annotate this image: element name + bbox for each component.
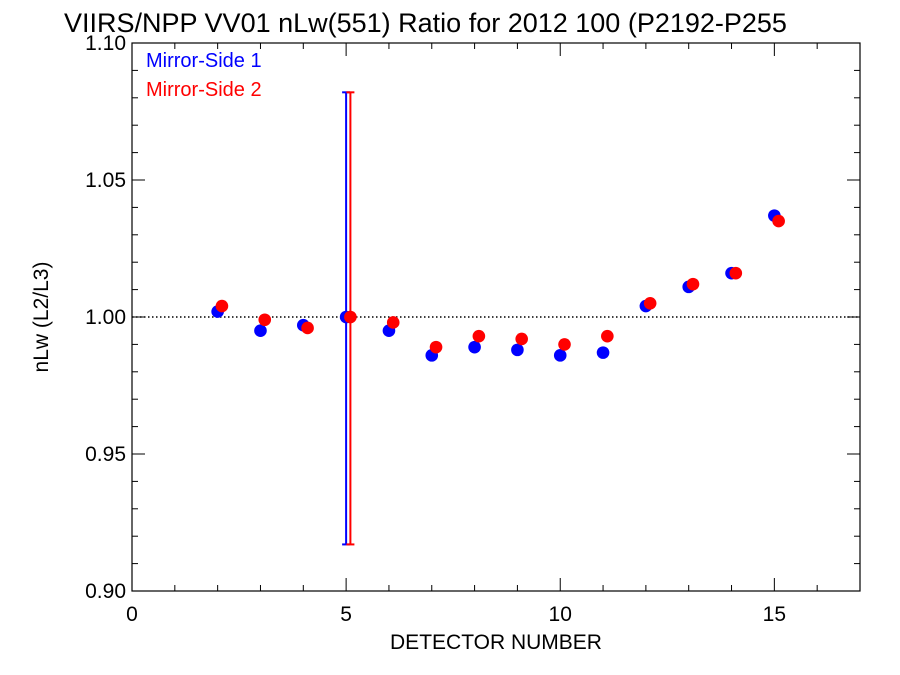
data-point <box>468 340 481 354</box>
data-point <box>553 349 567 362</box>
x-tick-label: 5 <box>340 603 352 626</box>
data-point <box>472 329 486 343</box>
data-point <box>386 316 400 329</box>
data-point <box>511 343 524 357</box>
data-point <box>344 310 357 324</box>
legend-mirror-side-1: Mirror-Side 1 <box>146 50 262 72</box>
chart-title: VIIRS/NPP VV01 nLw(551) Ratio for 2012 1… <box>64 8 787 38</box>
legend-mirror-side-2: Mirror-Side 2 <box>146 79 262 101</box>
data-points <box>211 209 785 362</box>
data-point <box>429 340 443 354</box>
data-point <box>515 332 528 346</box>
x-tick-label: 0 <box>126 603 138 626</box>
data-point <box>772 214 785 228</box>
y-tick-label: 0.95 <box>85 443 126 466</box>
data-point <box>643 297 657 310</box>
y-tick-label: 1.10 <box>85 32 126 55</box>
data-point <box>601 329 614 343</box>
y-tick-label: 1.00 <box>85 306 126 329</box>
data-point <box>258 313 272 327</box>
y-axis-label: nLw (L2/L3) <box>30 262 53 373</box>
data-point <box>254 324 267 338</box>
data-point <box>301 321 314 335</box>
x-axis: 0 5 10 15 <box>126 43 861 626</box>
x-tick-label: 10 <box>549 603 572 626</box>
data-point <box>686 277 700 291</box>
data-point <box>215 299 229 313</box>
data-point <box>729 266 743 280</box>
y-tick-label: 0.90 <box>85 580 126 603</box>
x-tick-label: 15 <box>763 603 786 626</box>
data-point <box>558 338 571 351</box>
y-tick-label: 1.05 <box>85 169 126 192</box>
x-axis-label: DETECTOR NUMBER <box>390 631 602 654</box>
data-point <box>596 346 610 359</box>
